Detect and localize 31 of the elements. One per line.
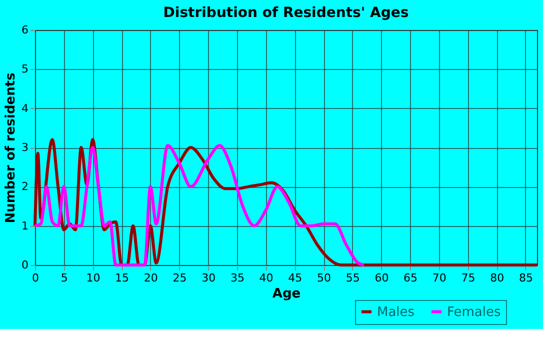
y-tick-label: 6 bbox=[22, 24, 28, 36]
y-tick-label: 5 bbox=[22, 62, 28, 76]
x-tick-label: 75 bbox=[461, 272, 476, 284]
y-axis-title: Number of residents bbox=[4, 72, 18, 224]
legend-label: Females bbox=[447, 304, 502, 320]
x-tick-label: 5 bbox=[60, 272, 68, 284]
y-tick-label: 0 bbox=[22, 258, 28, 272]
x-tick-label: 40 bbox=[259, 272, 274, 284]
y-tick-label: 3 bbox=[22, 141, 28, 154]
x-tick-label: 0 bbox=[32, 272, 39, 284]
x-tick-label: 70 bbox=[432, 272, 446, 284]
chart-title: Distribution of Residents' Ages bbox=[163, 5, 409, 21]
legend-label: Males bbox=[377, 304, 415, 320]
x-tick-label: 60 bbox=[374, 272, 389, 284]
x-tick-label: 45 bbox=[288, 272, 302, 284]
x-tick-label: 85 bbox=[518, 272, 533, 284]
x-tick-label: 25 bbox=[172, 272, 187, 284]
x-tick-label: 65 bbox=[404, 272, 418, 284]
x-tick-label: 30 bbox=[202, 272, 216, 284]
y-tick-label: 4 bbox=[22, 102, 28, 115]
x-tick-label: 15 bbox=[115, 272, 130, 284]
x-tick-label: 35 bbox=[230, 272, 244, 284]
y-tick-label: 2 bbox=[22, 180, 28, 194]
x-axis-title: Age bbox=[272, 286, 301, 302]
line-series bbox=[34, 144, 366, 266]
x-tick-label: 50 bbox=[317, 272, 332, 284]
x-tick-label: 80 bbox=[490, 272, 504, 284]
x-tick-label: 20 bbox=[144, 272, 158, 284]
x-tick-label: 55 bbox=[346, 272, 360, 284]
x-tick-label: 10 bbox=[86, 272, 100, 284]
y-tick-label: 1 bbox=[22, 219, 28, 232]
